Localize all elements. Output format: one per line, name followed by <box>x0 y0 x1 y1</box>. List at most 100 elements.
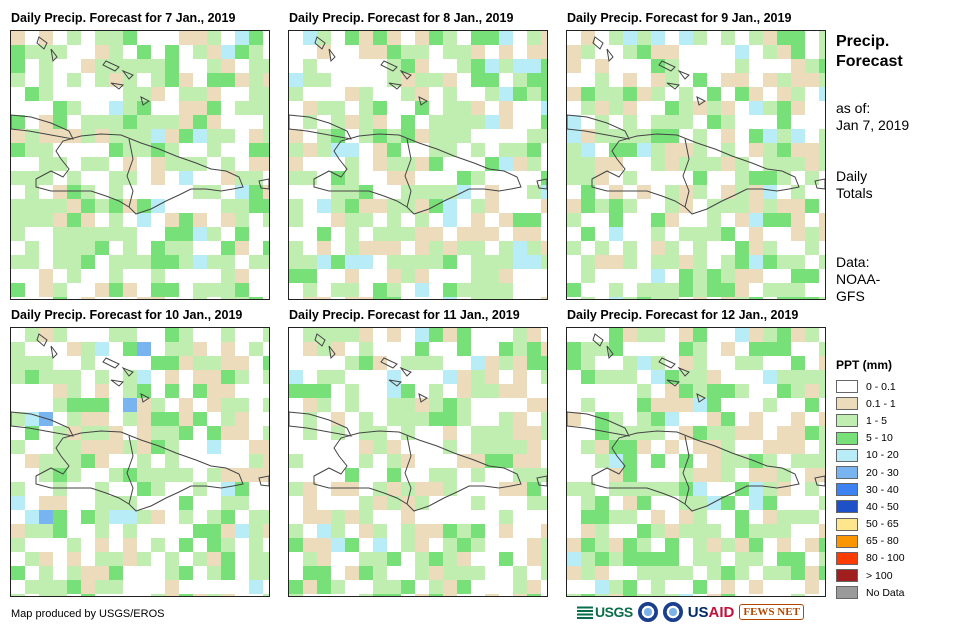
precip-grid-cell <box>735 552 749 566</box>
precip-grid-cell <box>527 342 541 356</box>
precip-grid-cell <box>359 496 373 510</box>
precip-grid-cell <box>221 524 235 538</box>
precip-grid-cell <box>443 297 457 299</box>
precip-grid-cell <box>541 412 547 426</box>
precip-grid-cell <box>39 31 53 45</box>
precip-grid-cell <box>359 552 373 566</box>
precip-grid-cell <box>95 31 109 45</box>
precip-grid-cell <box>651 482 665 496</box>
precip-grid-cell <box>303 552 317 566</box>
precip-grid-cell <box>263 129 269 143</box>
precip-grid-cell <box>67 426 81 440</box>
precip-grid-cell <box>81 510 95 524</box>
precip-grid-cell <box>637 185 651 199</box>
precip-grid-cell <box>359 524 373 538</box>
precip-grid-cell <box>485 185 499 199</box>
precip-grid-cell <box>193 227 207 241</box>
precip-grid-cell <box>109 496 123 510</box>
precip-grid-cell <box>109 255 123 269</box>
precip-grid-cell <box>567 87 581 101</box>
map-panel-jan8 <box>288 30 548 300</box>
precip-grid-cell <box>137 213 151 227</box>
precip-grid-cell <box>499 426 513 440</box>
precip-grid-cell <box>651 370 665 384</box>
precip-grid-cell <box>303 398 317 412</box>
precip-grid-cell <box>527 143 541 157</box>
precip-grid-cell <box>499 524 513 538</box>
precip-grid-cell <box>693 31 707 45</box>
legend-swatch <box>836 483 858 497</box>
precip-grid-cell <box>777 199 791 213</box>
precip-grid-cell <box>527 241 541 255</box>
precip-grid-cell <box>735 87 749 101</box>
precip-grid-cell <box>373 482 387 496</box>
precip-grid-cell <box>679 328 693 342</box>
precip-grid-cell <box>763 171 777 185</box>
legend-swatch <box>836 431 858 445</box>
precip-grid-cell <box>581 143 595 157</box>
precip-grid-cell <box>819 496 825 510</box>
precip-grid-cell <box>429 255 443 269</box>
precip-grid-cell <box>457 370 471 384</box>
precip-grid-cell <box>707 115 721 129</box>
precip-grid-cell <box>819 31 825 45</box>
precip-grid-cell <box>415 356 429 370</box>
precip-grid-cell <box>221 496 235 510</box>
precip-grid-cell <box>303 101 317 115</box>
precip-grid-cell <box>749 227 763 241</box>
precip-grid-cell <box>345 87 359 101</box>
panel-title-jan7: Daily Precip. Forecast for 7 Jan., 2019 <box>11 11 236 25</box>
precip-grid-cell <box>581 87 595 101</box>
precip-grid-cell <box>581 45 595 59</box>
precip-grid-cell <box>693 227 707 241</box>
precip-grid-cell <box>359 454 373 468</box>
precip-grid-cell <box>207 384 221 398</box>
precip-grid-cell <box>401 398 415 412</box>
precip-grid-cell <box>499 283 513 297</box>
precip-grid-cell <box>387 412 401 426</box>
precip-grid-cell <box>289 454 303 468</box>
precip-grid-cell <box>527 398 541 412</box>
sidebar-totals: Daily Totals <box>836 168 873 202</box>
precip-grid-cell <box>359 241 373 255</box>
precip-grid-cell <box>721 269 735 283</box>
precip-grid-cell <box>805 227 819 241</box>
precip-grid-cell <box>345 482 359 496</box>
precip-grid-cell <box>331 426 345 440</box>
precip-grid-cell <box>499 384 513 398</box>
precip-grid-cell <box>67 241 81 255</box>
precip-grid-cell <box>39 269 53 283</box>
precip-grid-cell <box>665 412 679 426</box>
precip-grid-cell <box>53 129 67 143</box>
precip-grid-cell <box>595 199 609 213</box>
precip-grid-cell <box>471 356 485 370</box>
precip-grid-cell <box>123 101 137 115</box>
precip-grid-cell <box>81 342 95 356</box>
precip-grid-cell <box>11 342 25 356</box>
precip-grid-cell <box>95 496 109 510</box>
legend-label: 0 - 0.1 <box>866 380 896 393</box>
precip-grid-cell <box>763 157 777 171</box>
precip-grid-cell <box>179 594 193 596</box>
precip-grid-cell <box>331 524 345 538</box>
precip-grid-cell <box>805 538 819 552</box>
precip-grid-cell <box>679 356 693 370</box>
precip-grid-cell <box>541 370 547 384</box>
precip-grid-cell <box>193 412 207 426</box>
precip-grid-cell <box>609 87 623 101</box>
precip-grid-cell <box>67 73 81 87</box>
precip-grid-cell <box>693 524 707 538</box>
precip-grid-cell <box>429 552 443 566</box>
precip-grid-cell <box>39 45 53 59</box>
legend-item: > 100 <box>836 567 905 584</box>
precip-grid-cell <box>679 496 693 510</box>
precip-grid-cell <box>485 297 499 299</box>
precip-grid-cell <box>429 468 443 482</box>
precip-grid-cell <box>443 594 457 596</box>
precip-grid-cell <box>81 594 95 596</box>
precip-grid-cell <box>303 297 317 299</box>
precip-grid-cell <box>331 370 345 384</box>
precip-grid-cell <box>373 129 387 143</box>
precip-grid-cell <box>165 440 179 454</box>
precip-grid-cell <box>53 454 67 468</box>
